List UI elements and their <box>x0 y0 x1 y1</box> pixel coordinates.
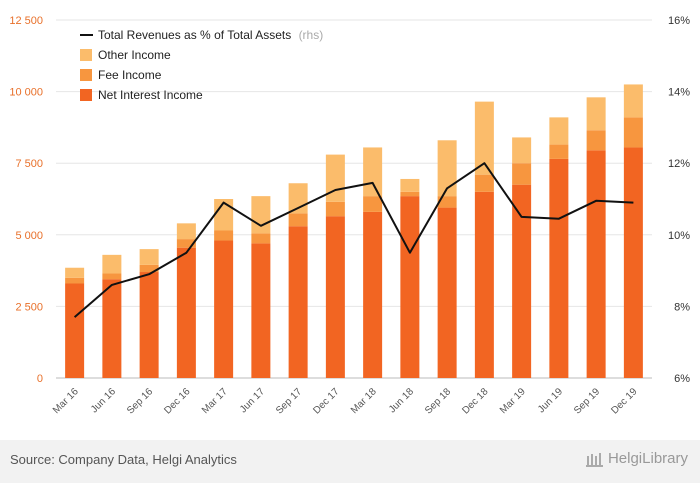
y-left-tick-label: 2 500 <box>15 301 43 313</box>
logo-brand: Helgi <box>607 450 643 467</box>
legend-swatch-other-income <box>80 49 92 61</box>
y-right-tick-label: 6% <box>674 373 690 385</box>
legend-label-net-interest-income: Net Interest Income <box>98 88 203 102</box>
bar-net-interest-income <box>512 184 532 378</box>
legend-swatch-fee-income <box>80 69 92 81</box>
bar-other-income <box>437 140 457 197</box>
x-tick-label: Mar 19 <box>498 386 528 416</box>
legend-label-other-income: Other Income <box>98 48 171 62</box>
bar-net-interest-income <box>288 226 308 378</box>
y-left-tick-label: 5 000 <box>15 230 43 242</box>
y-right-tick-label: 8% <box>674 301 690 313</box>
helgi-library-logo: Helgi Library <box>585 450 688 467</box>
bar-other-income <box>363 147 383 197</box>
bar-other-income <box>474 101 494 175</box>
x-tick-label: Jun 18 <box>387 386 416 415</box>
x-tick-label: Sep 18 <box>423 386 453 416</box>
bar-other-income <box>102 254 122 274</box>
bar-net-interest-income <box>139 272 159 378</box>
bar-fee-income <box>400 191 420 197</box>
y-right-tick-label: 12% <box>668 158 690 170</box>
x-tick-label: Sep 19 <box>572 386 602 416</box>
bar-fee-income <box>623 117 643 148</box>
y-left-tick-label: 0 <box>37 373 43 385</box>
bar-fee-income <box>176 239 196 248</box>
bar-fee-income <box>474 174 494 192</box>
x-tick-label: Sep 17 <box>274 386 304 416</box>
bar-net-interest-income <box>549 158 569 378</box>
bar-fee-income <box>139 264 159 273</box>
x-tick-label: Mar 18 <box>349 386 379 416</box>
bar-other-income <box>549 117 569 145</box>
line-series-revenue-ratio <box>73 162 634 318</box>
bar-fee-income <box>102 273 122 280</box>
x-axis: Mar 16 Jun 16 Sep 16 Dec 16 Mar 17 Jun 17 Sep … <box>51 386 640 417</box>
y-axis-left: 0 2 500 5 000 7 500 10 000 12 500 <box>9 15 43 385</box>
y-left-tick-label: 7 500 <box>15 158 43 170</box>
bar-other-income <box>325 154 345 202</box>
bar-net-interest-income <box>363 211 383 378</box>
bar-fee-income <box>586 130 606 151</box>
bar-other-income <box>65 267 85 278</box>
legend-rhs-tag: (rhs) <box>299 28 324 42</box>
legend-line-label: Total Revenues as % of Total Assets (rhs… <box>98 28 323 42</box>
x-tick-label: Dec 18 <box>460 386 490 416</box>
x-tick-label: Mar 17 <box>200 386 230 416</box>
bar-fee-income <box>549 144 569 159</box>
bar-other-income <box>251 196 271 234</box>
x-tick-label: Jun 16 <box>89 386 118 415</box>
bar-fee-income <box>512 163 532 185</box>
legend-label-fee-income: Fee Income <box>98 68 162 82</box>
logo-suffix: Library <box>642 450 688 467</box>
bar-net-interest-income <box>474 191 494 378</box>
footer: Source: Company Data, Helgi Analytics He… <box>0 440 700 483</box>
x-tick-label: Jun 19 <box>536 386 565 415</box>
x-tick-label: Sep 16 <box>125 386 155 416</box>
bar-net-interest-income <box>586 150 606 378</box>
legend-swatch-net-interest-income <box>80 89 92 101</box>
bar-fee-income <box>288 213 308 227</box>
y-right-tick-label: 16% <box>668 15 690 27</box>
x-tick-label: Jun 17 <box>238 386 267 415</box>
bar-fee-income <box>65 277 85 284</box>
bar-net-interest-income <box>400 196 420 378</box>
bar-fee-income <box>325 201 345 217</box>
bar-net-interest-income <box>176 247 196 378</box>
x-tick-label: Dec 19 <box>609 386 639 416</box>
x-tick-label: Dec 17 <box>311 386 341 416</box>
bar-fee-income <box>437 196 457 208</box>
y-right-tick-label: 14% <box>668 87 690 99</box>
y-axis-right: 6% 8% 10% 12% 14% 16% <box>668 15 690 385</box>
bars <box>65 84 643 378</box>
bar-fee-income <box>363 196 383 212</box>
bar-net-interest-income <box>214 240 234 378</box>
bar-net-interest-income <box>65 283 85 378</box>
bar-fee-income <box>251 233 271 244</box>
y-left-tick-label: 10 000 <box>9 87 43 99</box>
bar-net-interest-income <box>102 279 122 378</box>
bar-other-income <box>214 199 234 231</box>
bar-net-interest-income <box>437 207 457 378</box>
x-tick-label: Mar 16 <box>51 386 81 416</box>
bar-other-income <box>623 84 643 118</box>
y-right-tick-label: 10% <box>668 230 690 242</box>
source-note: Source: Company Data, Helgi Analytics <box>10 452 237 467</box>
legend: Total Revenues as % of Total Assets (rhs… <box>80 28 323 102</box>
bar-net-interest-income <box>251 243 271 378</box>
bar-other-income <box>176 223 196 240</box>
legend-line-text: Total Revenues as % of Total Assets <box>98 28 291 42</box>
library-building-icon <box>585 452 603 467</box>
bar-fee-income <box>214 230 234 241</box>
bar-other-income <box>512 137 532 164</box>
bar-net-interest-income <box>623 147 643 378</box>
bar-net-interest-income <box>325 216 345 378</box>
bar-other-income <box>586 97 606 131</box>
bar-other-income <box>139 249 159 265</box>
revenue-ratio-line <box>73 162 634 318</box>
x-tick-label: Dec 16 <box>162 386 192 416</box>
bar-other-income <box>400 178 420 192</box>
y-left-tick-label: 12 500 <box>9 15 43 27</box>
